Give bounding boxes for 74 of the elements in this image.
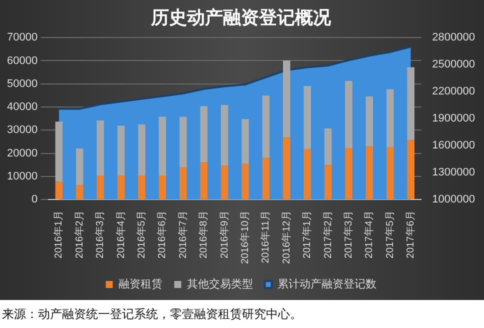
source-note: 来源：动产融资统一登记系统，零壹融资租赁研究中心。 bbox=[2, 306, 303, 323]
x-tick-label: 2016年5月 bbox=[135, 210, 148, 258]
y2-tick-label: 1000000 bbox=[432, 194, 476, 206]
x-tick-label: 2017年3月 bbox=[342, 210, 354, 258]
x-tick-label: 2016年8月 bbox=[198, 210, 210, 258]
bar bbox=[55, 182, 63, 200]
y-tick-label: 10000 bbox=[6, 170, 38, 183]
bar bbox=[220, 166, 228, 200]
y-tick-label: 20000 bbox=[6, 147, 38, 160]
x-tick-label: 2016年11月 bbox=[260, 210, 272, 264]
bar bbox=[366, 146, 374, 200]
y-tick-label: 70000 bbox=[6, 32, 38, 44]
y-tick-label: 50000 bbox=[6, 78, 38, 90]
bar bbox=[96, 120, 104, 176]
x-tick-label: 2017年2月 bbox=[322, 210, 334, 258]
x-tick-label: 2016年10月 bbox=[238, 210, 251, 264]
bar bbox=[283, 137, 290, 200]
bar bbox=[220, 104, 228, 166]
bar bbox=[345, 148, 352, 200]
y2-tick-label: 1300000 bbox=[432, 166, 476, 179]
bar bbox=[386, 147, 394, 200]
bar bbox=[407, 140, 414, 200]
x-tick-label: 2017年6月 bbox=[404, 210, 417, 258]
legend-label: 其他交易类型 bbox=[186, 278, 253, 291]
bar bbox=[138, 176, 146, 200]
bar bbox=[76, 148, 84, 186]
bar bbox=[407, 67, 414, 140]
bar bbox=[262, 158, 270, 200]
y-tick-label: 60000 bbox=[6, 54, 38, 67]
y2-tick-label: 1600000 bbox=[432, 140, 476, 152]
bar bbox=[242, 164, 249, 200]
x-tick-label: 2017年1月 bbox=[301, 210, 314, 258]
bar bbox=[200, 106, 208, 162]
bar bbox=[242, 119, 249, 164]
bar bbox=[200, 162, 208, 200]
y-tick-label: 40000 bbox=[6, 101, 38, 114]
bar bbox=[262, 95, 270, 158]
x-tick-label: 2016年7月 bbox=[176, 210, 189, 258]
bar bbox=[324, 128, 332, 165]
x-tick-label: 2017年5月 bbox=[384, 210, 396, 258]
bar bbox=[345, 80, 352, 148]
bar bbox=[117, 126, 125, 176]
bar bbox=[180, 116, 187, 167]
bar bbox=[324, 164, 332, 200]
legend-label: 融资租赁 bbox=[118, 278, 162, 291]
y2-tick-label: 2200000 bbox=[432, 86, 476, 98]
bar bbox=[55, 122, 63, 182]
legend-label: 累计动产融资登记数 bbox=[277, 278, 376, 291]
y-tick-label: 0 bbox=[31, 194, 38, 206]
x-tick-label: 2016年6月 bbox=[156, 210, 168, 258]
y2-tick-label: 2500000 bbox=[432, 58, 476, 71]
y2-tick-label: 1900000 bbox=[432, 112, 476, 125]
bar bbox=[96, 176, 104, 200]
bar bbox=[138, 124, 146, 176]
y2-tick-label: 2800000 bbox=[432, 32, 476, 44]
chart-title: 历史动产融资登记概况 bbox=[150, 7, 332, 28]
bar bbox=[304, 86, 311, 150]
bar bbox=[158, 116, 166, 176]
bar bbox=[158, 176, 166, 200]
x-tick-label: 2016年3月 bbox=[94, 210, 106, 258]
bar bbox=[180, 166, 187, 200]
bar bbox=[117, 176, 125, 200]
x-tick-label: 2016年1月 bbox=[52, 210, 65, 258]
x-tick-label: 2016年2月 bbox=[73, 210, 86, 258]
bar bbox=[366, 96, 374, 146]
y-tick-label: 30000 bbox=[6, 124, 38, 136]
bar bbox=[283, 60, 290, 138]
x-tick-label: 2017年4月 bbox=[363, 210, 376, 258]
bar bbox=[304, 149, 311, 200]
x-tick-label: 2016年12月 bbox=[280, 210, 292, 264]
x-tick-label: 2016年4月 bbox=[114, 210, 127, 258]
bar bbox=[386, 89, 394, 148]
bar bbox=[76, 185, 84, 200]
x-tick-label: 2016年9月 bbox=[218, 210, 230, 258]
